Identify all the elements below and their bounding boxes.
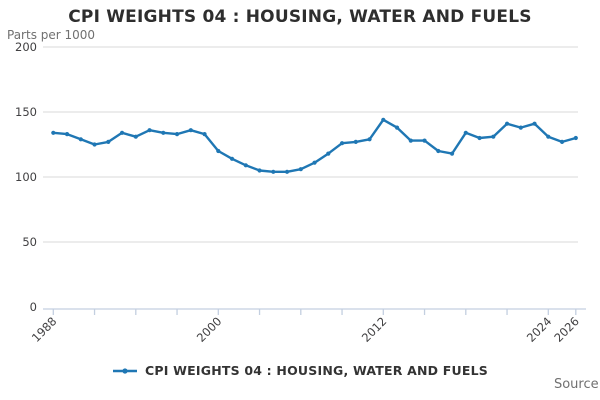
data-point	[491, 134, 496, 139]
y-tick-label: 200	[15, 40, 37, 54]
data-point	[449, 151, 455, 156]
y-tick-label: 150	[15, 105, 37, 119]
data-point	[257, 168, 262, 173]
data-point	[243, 163, 248, 168]
data-point	[312, 160, 317, 165]
data-point	[174, 132, 180, 137]
data-point	[216, 148, 221, 154]
data-point	[477, 135, 482, 141]
y-tick-label: 100	[15, 170, 37, 184]
data-point	[408, 138, 413, 143]
data-point	[202, 132, 207, 137]
data-point	[92, 142, 97, 147]
data-point	[367, 137, 372, 142]
data-point	[559, 139, 565, 144]
x-tick-label: 2000	[194, 314, 225, 345]
data-point	[353, 139, 358, 144]
data-point	[546, 134, 551, 139]
data-point	[161, 130, 166, 135]
source-label: Source:	[553, 377, 600, 392]
data-point	[51, 130, 56, 135]
data-point	[436, 148, 441, 154]
data-point	[133, 134, 138, 139]
line-series-icon	[113, 367, 138, 374]
data-point	[271, 169, 276, 174]
legend: CPI WEIGHTS 04 : HOUSING, WATER AND FUEL…	[0, 363, 600, 378]
data-point	[188, 128, 193, 133]
data-point	[463, 130, 468, 135]
x-tick-label: 2024	[524, 314, 555, 345]
data-point	[147, 128, 152, 133]
x-tick-label: 1988	[29, 314, 60, 345]
data-point	[64, 132, 70, 137]
x-tick-label: 2012	[359, 314, 390, 345]
data-point	[298, 167, 303, 172]
data-point	[284, 169, 290, 174]
y-tick-label: 50	[22, 235, 37, 249]
data-point	[518, 125, 523, 130]
data-point	[119, 130, 125, 135]
data-point	[381, 117, 386, 122]
x-tick-label: 2026	[551, 314, 582, 345]
data-point	[532, 121, 537, 126]
y-tick-label: 0	[30, 300, 37, 314]
unit-label: Parts per 1000	[7, 28, 96, 42]
data-point	[504, 121, 510, 126]
data-point	[573, 135, 578, 141]
data-point	[339, 141, 345, 146]
data-point	[106, 139, 111, 144]
data-point	[78, 137, 83, 142]
data-point	[326, 151, 331, 156]
data-point	[229, 156, 235, 161]
legend-label: CPI WEIGHTS 04 : HOUSING, WATER AND FUEL…	[145, 363, 488, 378]
data-point	[394, 125, 400, 130]
data-point	[422, 138, 427, 143]
chart-title: CPI WEIGHTS 04 : HOUSING, WATER AND FUEL…	[68, 7, 532, 27]
